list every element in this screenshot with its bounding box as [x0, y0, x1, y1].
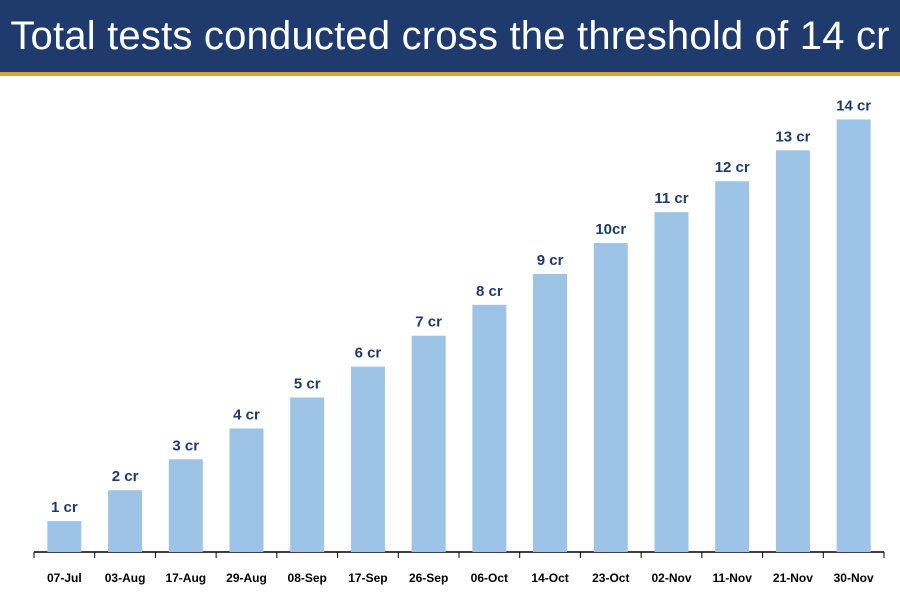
data-label-21-Nov: 13 cr	[775, 128, 810, 145]
x-tick-label-23-Oct: 23-Oct	[592, 571, 629, 585]
data-label-06-Oct: 8 cr	[476, 283, 503, 300]
x-tick-label-21-Nov: 21-Nov	[773, 571, 813, 585]
x-tick-label-07-Jul: 07-Jul	[47, 571, 82, 585]
x-tick-label-14-Oct: 14-Oct	[531, 571, 568, 585]
bar-29-Aug	[229, 428, 264, 552]
bar-14-Oct	[533, 273, 568, 552]
x-tick-label-06-Oct: 06-Oct	[471, 571, 508, 585]
x-tick-label-02-Nov: 02-Nov	[651, 571, 691, 585]
x-tick-label-08-Sep: 08-Sep	[288, 571, 327, 585]
data-label-26-Sep: 7 cr	[415, 314, 442, 331]
data-label-11-Nov: 12 cr	[715, 159, 750, 176]
bar-23-Oct	[593, 243, 628, 552]
bar-08-Sep	[290, 397, 325, 552]
data-label-17-Aug: 3 cr	[172, 437, 199, 454]
data-label-23-Oct: 10cr	[595, 221, 626, 238]
data-label-08-Sep: 5 cr	[294, 376, 321, 393]
bar-17-Sep	[350, 366, 385, 552]
data-label-07-Jul: 1 cr	[51, 499, 78, 516]
page-title: Total tests conducted cross the threshol…	[10, 13, 890, 58]
data-label-02-Nov: 11 cr	[654, 190, 688, 207]
data-label-14-Oct: 9 cr	[537, 252, 564, 269]
data-label-29-Aug: 4 cr	[233, 406, 260, 423]
bar-26-Sep	[411, 335, 446, 552]
bar-11-Nov	[715, 181, 750, 552]
data-label-30-Nov: 14 cr	[836, 97, 871, 114]
bar-02-Nov	[654, 212, 689, 552]
x-tick-label-17-Sep: 17-Sep	[348, 571, 387, 585]
x-tick-label-26-Sep: 26-Sep	[409, 571, 448, 585]
bar-17-Aug	[168, 459, 203, 552]
chart-area: 1 cr 07-Jul 2 cr 03-Aug 3 cr 17-Aug 4 cr 29-Aug…	[0, 80, 900, 600]
data-label-17-Sep: 6 cr	[355, 345, 382, 362]
bar-03-Aug	[108, 490, 143, 552]
x-tick-label-17-Aug: 17-Aug	[165, 571, 206, 585]
bar-30-Nov	[836, 119, 871, 552]
bar-chart: 1 cr 07-Jul 2 cr 03-Aug 3 cr 17-Aug 4 cr 29-Aug…	[33, 97, 885, 585]
x-tick-label-30-Nov: 30-Nov	[834, 571, 874, 585]
bar-06-Oct	[472, 304, 507, 552]
x-tick-label-03-Aug: 03-Aug	[105, 571, 146, 585]
bar-21-Nov	[775, 150, 810, 552]
data-label-03-Aug: 2 cr	[112, 468, 139, 485]
title-banner: Total tests conducted cross the threshol…	[0, 0, 900, 76]
bar-07-Jul	[47, 521, 82, 552]
x-tick-label-11-Nov: 11-Nov	[713, 571, 753, 585]
x-tick-label-29-Aug: 29-Aug	[226, 571, 267, 585]
